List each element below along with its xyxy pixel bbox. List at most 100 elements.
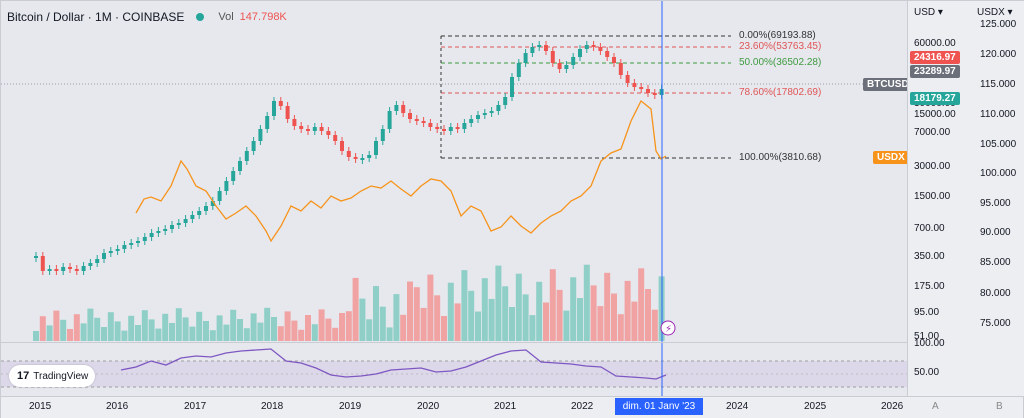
usdx-tick: 75.000: [980, 318, 1011, 329]
volume-bar: [332, 327, 339, 341]
fib-label-0: 0.00%(69193.88): [739, 30, 816, 41]
auto-scale-button[interactable]: A: [932, 401, 939, 412]
volume-bar: [189, 326, 196, 341]
candle: [108, 251, 113, 253]
candle: [210, 201, 215, 206]
volume-bar: [284, 311, 291, 341]
volume-bar: [243, 328, 250, 341]
candle: [557, 63, 562, 69]
volume-bar: [379, 306, 386, 341]
candle: [639, 87, 644, 89]
candle: [571, 57, 576, 65]
candle: [74, 269, 79, 271]
main-price-pane[interactable]: ⚡ Bitcoin / Dollar · 1M · COINBASE Vol 1…: [1, 1, 913, 342]
volume-bar: [359, 298, 366, 341]
volume-bar: [196, 311, 203, 341]
candle: [156, 231, 161, 233]
candle: [333, 135, 338, 141]
candle: [40, 256, 45, 271]
candle: [346, 151, 351, 157]
volume-bar: [590, 285, 597, 341]
volume-bar: [107, 312, 114, 341]
volume-bar: [447, 282, 454, 341]
candle: [605, 51, 610, 57]
usdx-unit-selector[interactable]: USDX ▾: [977, 7, 1013, 18]
price-tick: 1500.00: [914, 191, 951, 202]
candle: [612, 57, 616, 63]
candle: [537, 45, 542, 47]
candle: [367, 155, 372, 158]
time-tick: 2017: [184, 401, 207, 412]
b-button[interactable]: B: [996, 401, 1003, 412]
usdx-tick: 100.000: [980, 168, 1017, 179]
volume-bar: [182, 317, 189, 341]
volume-bar: [148, 319, 155, 341]
volume-bar: [33, 331, 39, 341]
candle: [394, 105, 399, 111]
candle: [469, 119, 474, 123]
candle: [231, 171, 236, 181]
lightning-icon[interactable]: [660, 320, 676, 336]
candle: [550, 51, 555, 63]
tradingview-logo[interactable]: 17 TradingView: [9, 365, 95, 387]
tradingview-wordmark: TradingView: [33, 370, 89, 382]
rsi-pane[interactable]: 17 TradingView: [1, 342, 907, 397]
btcusd-tag[interactable]: BTCUSD: [863, 78, 913, 91]
volume-bar: [577, 298, 583, 341]
candle: [258, 129, 263, 141]
candle: [61, 267, 66, 271]
symbol-title[interactable]: Bitcoin / Dollar · 1M · COINBASE: [7, 10, 185, 24]
fib-label-100: 100.00%(3810.68): [739, 152, 822, 163]
candle: [618, 63, 623, 75]
volume-bar: [121, 330, 128, 341]
price-chart-canvas[interactable]: ⚡: [1, 1, 907, 342]
volume-bar: [624, 280, 631, 341]
volume-bar: [400, 314, 407, 341]
volume-bar: [209, 330, 216, 341]
volume-bar: [617, 314, 624, 341]
time-tick: 2018: [261, 401, 284, 412]
volume-bar: [80, 323, 87, 341]
usdx-tag[interactable]: USDX: [873, 151, 909, 164]
volume-bar: [638, 268, 645, 341]
price-unit-selector[interactable]: USD ▾: [914, 7, 943, 18]
price-tick: 350.00: [914, 251, 945, 262]
volume-bar: [141, 310, 148, 341]
volume-bar: [549, 269, 556, 341]
time-tick: 2025: [804, 401, 827, 412]
candle: [238, 161, 242, 171]
high-price-tag: 24316.97: [910, 51, 960, 64]
volume-bar: [386, 327, 393, 341]
candle: [68, 267, 72, 269]
volume-bar: [162, 313, 169, 341]
candle: [190, 215, 195, 219]
rsi-canvas[interactable]: [1, 343, 907, 397]
time-tick: 2016: [106, 401, 129, 412]
price-tick: 15000.00: [914, 109, 956, 120]
candle: [387, 111, 392, 129]
candle: [299, 126, 304, 129]
candle: [625, 75, 630, 83]
candle: [353, 157, 358, 159]
candle: [163, 229, 168, 231]
volume-bar: [237, 319, 243, 341]
fib-label-236: 23.60%(53763.45): [739, 41, 822, 52]
usdx-tick: 95.000: [980, 198, 1011, 209]
volume-bar: [216, 315, 223, 341]
volume-bar: [583, 264, 590, 341]
crosshair-date-tag: dim. 01 Janv '23: [615, 398, 703, 415]
time-axis[interactable]: 2015 2016 2017 2018 2019 2020 2021 2022 …: [1, 396, 1023, 418]
volume-bar: [39, 316, 46, 341]
usdx-tick: 105.000: [980, 139, 1017, 150]
volume-bar: [393, 294, 400, 341]
volume-bar: [522, 294, 529, 341]
candle: [360, 158, 365, 160]
price-tick: 3000.00: [914, 161, 951, 172]
volume-bar: [60, 319, 67, 341]
candle: [408, 113, 412, 119]
candle: [564, 65, 569, 69]
candle: [54, 269, 59, 271]
candle: [244, 151, 249, 161]
candle: [272, 101, 276, 116]
price-axis[interactable]: USD ▾ USDX ▾ 60000.00 30000.00 15000.00 …: [907, 1, 1024, 396]
